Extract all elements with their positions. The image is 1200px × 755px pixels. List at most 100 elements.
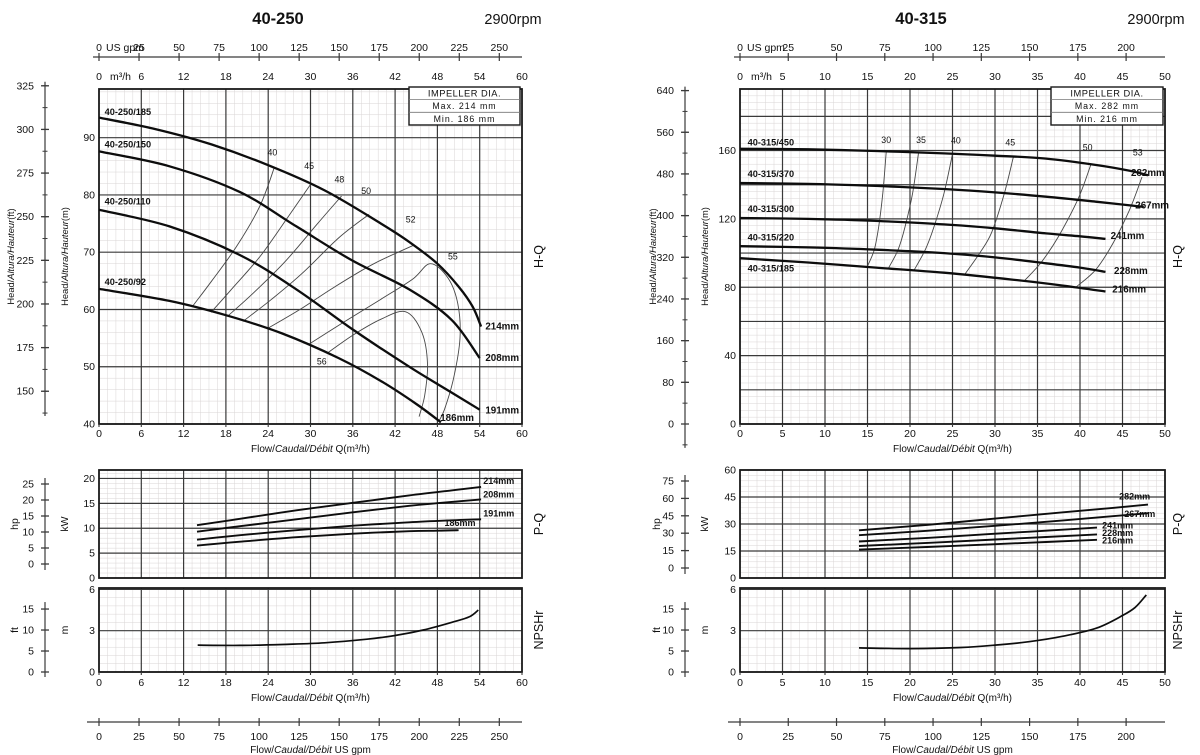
head-m-tick-label: 80 xyxy=(724,282,736,294)
gpm-tick-label: 75 xyxy=(213,42,225,54)
efficiency-curve xyxy=(913,153,953,271)
label-part: Caudal/Débit xyxy=(275,444,334,455)
hq-x-tick-label: 40 xyxy=(1074,428,1086,440)
head-ft-tick-label: 320 xyxy=(656,252,674,264)
impeller-box-max: Max. 282 mm xyxy=(1075,101,1139,111)
impeller-dia-label: 282mm xyxy=(1131,168,1165,179)
chart-title: 40-315 xyxy=(895,10,946,28)
npshr-m-axis-title: m xyxy=(699,625,711,634)
efficiency-curve xyxy=(242,214,370,322)
npshr-ft-tick-label: 15 xyxy=(22,604,34,616)
head-ft-tick-label: 300 xyxy=(16,124,34,136)
impeller-dia-label: 216mm xyxy=(1112,284,1146,295)
bottom-gpm-tick-label: 0 xyxy=(96,731,102,743)
pq-panel-label: P-Q xyxy=(532,513,546,536)
pq-curves xyxy=(858,503,1149,551)
npshr-ft-ruler: 15 10 5 0 xyxy=(662,602,689,679)
head-ft-tick-label: 275 xyxy=(16,168,34,180)
head-ft-tick-label: 0 xyxy=(668,419,674,431)
hq-curve xyxy=(739,245,1106,274)
hq-curve xyxy=(98,150,481,359)
m3h-unit-label: m³/h xyxy=(751,71,772,83)
pq-dia-label: 241mm xyxy=(1102,521,1133,531)
impeller-box-max: Max. 214 mm xyxy=(432,101,496,111)
bottom-gpm-tick-label: 200 xyxy=(410,731,428,743)
bottom-gpm-tick-label: 200 xyxy=(1117,731,1135,743)
hq-x-tick-label: 10 xyxy=(819,428,831,440)
m3h-tick-label: 36 xyxy=(347,71,359,83)
efficiency-curve xyxy=(964,155,1015,274)
efficiency-label: 48 xyxy=(335,174,345,184)
hq-curves xyxy=(739,147,1149,293)
m3h-tick-label: 60 xyxy=(516,71,528,83)
efficiency-label: 45 xyxy=(1005,137,1015,147)
gpm-tick-label: 0 xyxy=(96,42,102,54)
head-m-tick-label: 40 xyxy=(724,350,736,362)
hq-x-tick-label: 24 xyxy=(262,428,274,440)
hq-x-tick-label: 18 xyxy=(220,428,232,440)
npshr-x-tick-label: 30 xyxy=(989,677,1001,689)
label-part: Q(m³/h) xyxy=(333,444,370,455)
gpm-tick-label: 200 xyxy=(1117,42,1135,54)
npshr-ft-tick-label: 15 xyxy=(662,604,674,616)
efficiency-label: 50 xyxy=(1083,143,1093,153)
head-ft-tick-label: 225 xyxy=(16,255,34,267)
head-ft-tick-label: 240 xyxy=(656,293,674,305)
npshr-x-tick-label: 25 xyxy=(947,677,959,689)
impeller-box-header: IMPELLER DIA. xyxy=(428,89,501,99)
hq-curve xyxy=(739,181,1144,209)
pq-curve xyxy=(858,538,1098,551)
efficiency-curve xyxy=(266,244,414,330)
pq-curve xyxy=(858,503,1149,532)
top-m3h-labels: 0 6 12 18 24 30 36 42 48 54 60 m³/h xyxy=(96,71,528,83)
head-ft-axis-title: Head/Altura/Hauteur(ft) xyxy=(648,208,658,304)
npshr-x-tick-label: 0 xyxy=(737,677,743,689)
bottom-gpm-tick-label: 150 xyxy=(1021,731,1039,743)
label-part: Flow/ xyxy=(251,444,275,455)
efficiency-curve xyxy=(888,153,919,268)
panel-border xyxy=(739,469,1166,579)
npshr-x-tick-label: 54 xyxy=(474,677,486,689)
panel-border xyxy=(98,469,523,579)
hq-curve xyxy=(98,208,481,411)
pq-dia-label: 228mm xyxy=(1102,528,1133,538)
bottom-gpm-tick-label: 225 xyxy=(451,731,469,743)
gpm-tick-label: 25 xyxy=(133,42,145,54)
hp-tick-label: 25 xyxy=(22,479,34,491)
npshr-x-tick-label: 12 xyxy=(178,677,190,689)
npshr-x-tick-label: 36 xyxy=(347,677,359,689)
gpm-tick-label: 125 xyxy=(973,42,991,54)
kw-tick-label: 60 xyxy=(724,465,736,477)
pq-dia-label: 186mm xyxy=(444,518,475,528)
efficiency-label: 55 xyxy=(448,252,458,262)
npshr-ft-tick-label: 10 xyxy=(22,625,34,637)
label-part: Caudal/Débit xyxy=(917,693,976,704)
bottom-gpm-tick-label: 175 xyxy=(370,731,388,743)
gpm-tick-label: 150 xyxy=(330,42,348,54)
impeller-box-header: IMPELLER DIA. xyxy=(1070,89,1143,99)
label-part: Flow/ xyxy=(892,745,916,755)
rpm-label: 2900rpm xyxy=(484,12,541,28)
hq-panel-label: H-Q xyxy=(1171,245,1185,268)
label-part: (m) xyxy=(60,207,70,221)
head-m-tick-label: 90 xyxy=(83,132,95,144)
npshr-x-tick-label: 15 xyxy=(862,677,874,689)
hq-x-tick-label: 6 xyxy=(138,428,144,440)
m3h-tick-label: 10 xyxy=(819,71,831,83)
kw-tick-label: 10 xyxy=(83,523,95,535)
label-part: Caudal/Débit xyxy=(275,693,334,704)
efficiency-curves xyxy=(867,152,1143,288)
bottom-gpm-axis-title: Flow/Caudal/Débit US gpm xyxy=(892,745,1013,755)
efficiency-label: 35 xyxy=(916,135,926,145)
m3h-tick-label: 6 xyxy=(138,71,144,83)
hq-x-axis-title: Flow/Caudal/Débit Q(m³/h) xyxy=(893,444,1012,455)
label-part: Flow/ xyxy=(250,745,274,755)
npshr-panel-label: NPSHr xyxy=(532,611,546,650)
label-part: Head/ xyxy=(60,281,70,306)
hq-x-tick-label: 50 xyxy=(1159,428,1171,440)
rpm-label: 2900rpm xyxy=(1127,12,1184,28)
head-ft-tick-label: 325 xyxy=(16,80,34,92)
hq-x-tick-label: 48 xyxy=(432,428,444,440)
